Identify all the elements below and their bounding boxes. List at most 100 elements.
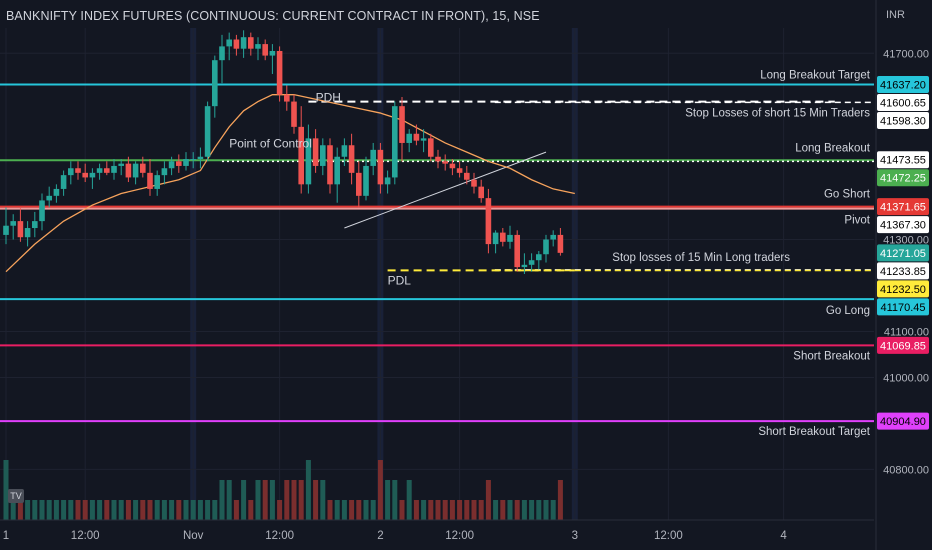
volume-bar-48 xyxy=(349,500,355,520)
candle-body-32 xyxy=(233,39,240,49)
currency-label[interactable]: INR xyxy=(886,9,905,21)
volume-bar-45 xyxy=(327,500,333,520)
time-tick-5: 12:00 xyxy=(445,530,474,542)
candle-body-40 xyxy=(291,101,297,127)
volume-bar-73 xyxy=(529,500,535,520)
volume-bar-9 xyxy=(68,500,74,520)
level-label-8: Short Breakout xyxy=(793,350,871,362)
candle-body-1 xyxy=(10,221,16,226)
volume-bar-51 xyxy=(370,500,376,520)
volume-bar-34 xyxy=(248,500,254,520)
volume-bar-23 xyxy=(169,500,175,520)
candle-body-42 xyxy=(305,138,312,185)
volume-bar-68 xyxy=(493,500,499,520)
time-tick-4: 2 xyxy=(377,530,383,542)
candle-body-27 xyxy=(197,156,204,160)
candle-body-11 xyxy=(82,172,88,178)
tradingview-logo[interactable]: TV xyxy=(8,489,24,503)
price-tick-0: 41700.00 xyxy=(883,48,929,60)
volume-bar-13 xyxy=(97,500,103,520)
trend-line xyxy=(344,151,547,229)
candle-body-19 xyxy=(140,163,146,173)
candle-body-14 xyxy=(104,168,110,173)
candle-body-34 xyxy=(248,37,254,49)
volume-bar-46 xyxy=(334,500,340,520)
price-badge-label-1: 41600.65 xyxy=(880,97,926,109)
price-tick-1: 41300.00 xyxy=(883,235,929,247)
candle-body-49 xyxy=(356,172,362,196)
volume-bar-36 xyxy=(262,480,268,520)
candle-body-37 xyxy=(269,50,276,56)
volume-bar-52 xyxy=(377,460,383,520)
volume-bar-22 xyxy=(161,500,167,520)
price-badge-label-6: 41367.30 xyxy=(880,220,926,232)
price-badge-label-7: 41271.05 xyxy=(880,248,926,260)
price-badge-3 xyxy=(877,151,929,169)
price-badge-5 xyxy=(877,198,929,216)
volume-bar-21 xyxy=(154,500,160,520)
candle-body-58 xyxy=(420,138,427,141)
candle-body-77 xyxy=(557,234,564,253)
candle-body-60 xyxy=(435,156,441,162)
candle-body-33 xyxy=(240,37,247,49)
candle-body-72 xyxy=(521,264,528,268)
price-badge-8 xyxy=(877,262,929,280)
price-badge-6 xyxy=(877,216,929,234)
price-badge-label-11: 41069.85 xyxy=(880,340,926,352)
price-badge-label-4: 41472.25 xyxy=(880,173,926,185)
candle-body-59 xyxy=(428,138,434,157)
candle-body-52 xyxy=(377,149,384,185)
volume-bar-74 xyxy=(536,500,542,520)
price-badge-7 xyxy=(877,244,929,262)
volume-bar-26 xyxy=(190,500,196,520)
candle-body-9 xyxy=(68,168,74,176)
candle-body-20 xyxy=(147,172,153,189)
candle-body-3 xyxy=(24,228,31,238)
volume-bar-8 xyxy=(61,500,67,520)
volume-bar-35 xyxy=(255,480,261,520)
candle-body-53 xyxy=(384,177,391,185)
time-tick-3: 12:00 xyxy=(265,530,294,542)
candle-body-26 xyxy=(190,159,196,161)
candle-body-55 xyxy=(399,106,405,143)
price-badge-4 xyxy=(877,169,929,187)
candle-body-38 xyxy=(276,50,283,95)
volume-bar-5 xyxy=(39,500,45,520)
candle-body-63 xyxy=(456,168,463,173)
candle-body-29 xyxy=(212,60,218,107)
volume-bar-41 xyxy=(298,480,304,520)
candle-body-6 xyxy=(46,195,52,201)
volume-bar-76 xyxy=(550,500,556,520)
candle-body-50 xyxy=(363,165,369,196)
price-badge-2 xyxy=(877,111,929,129)
volume-bar-20 xyxy=(147,500,153,520)
volume-bar-58 xyxy=(421,500,427,520)
level-label-6: PDL xyxy=(388,274,412,288)
volume-bar-24 xyxy=(176,500,182,520)
volume-bar-12 xyxy=(89,500,95,520)
candle-body-4 xyxy=(32,221,38,229)
candle-body-10 xyxy=(75,168,81,173)
candle-body-43 xyxy=(312,138,319,166)
volume-bar-18 xyxy=(133,500,139,520)
price-badge-label-0: 41637.20 xyxy=(880,79,926,91)
price-badge-label-10: 41170.45 xyxy=(880,302,925,314)
volume-bar-59 xyxy=(428,500,434,520)
candle-body-8 xyxy=(60,175,67,189)
volume-bar-4 xyxy=(32,500,38,520)
volume-bar-25 xyxy=(183,500,189,520)
volume-bar-65 xyxy=(471,500,477,520)
volume-bar-47 xyxy=(341,500,347,520)
price-badge-label-9: 41232.50 xyxy=(880,284,926,296)
candle-body-57 xyxy=(413,133,420,141)
candle-body-45 xyxy=(327,145,333,185)
candle-body-41 xyxy=(298,126,304,185)
candle-body-28 xyxy=(204,106,211,157)
candle-body-66 xyxy=(478,186,484,199)
volume-bar-69 xyxy=(500,500,506,520)
candle-body-69 xyxy=(500,232,506,242)
candle-body-68 xyxy=(492,232,499,245)
level-label-4: Pivot xyxy=(844,215,870,227)
